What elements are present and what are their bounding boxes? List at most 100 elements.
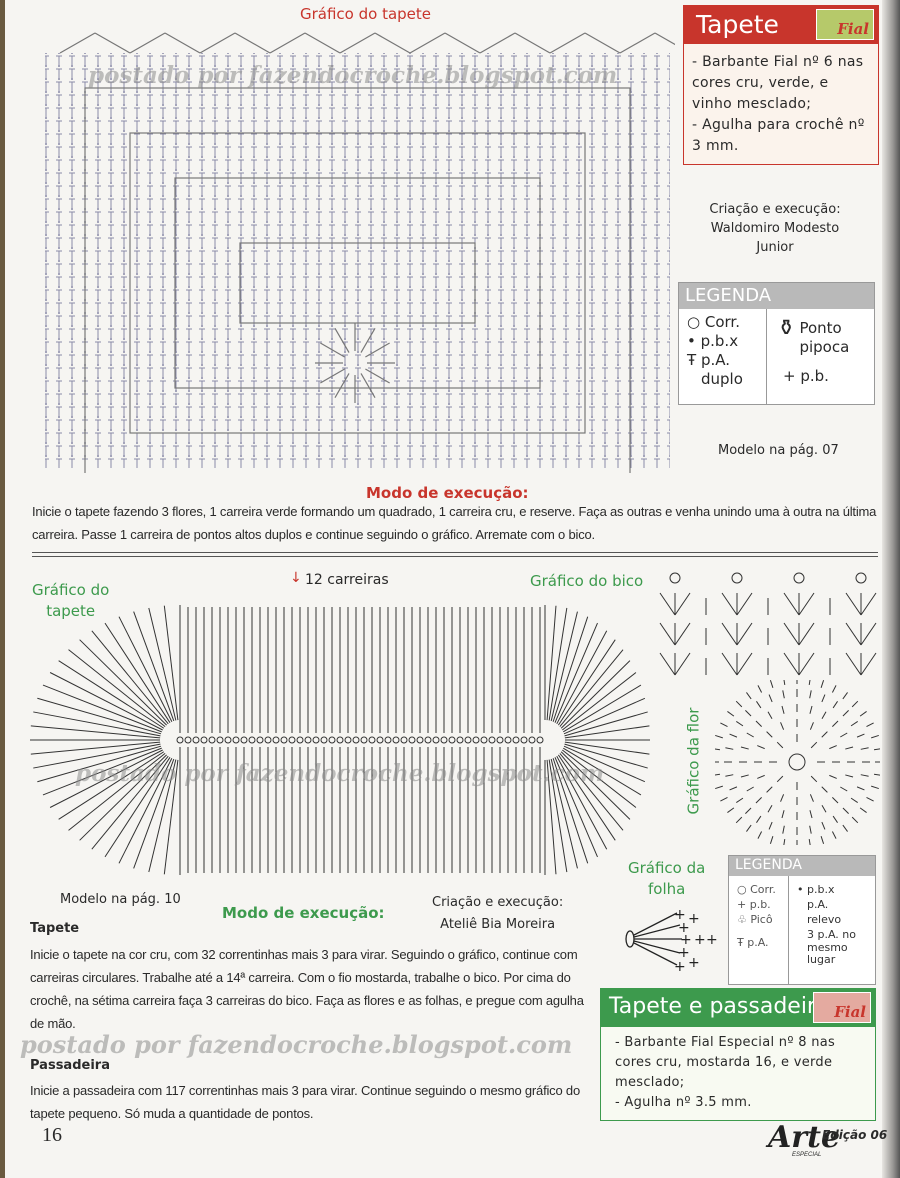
stitch-mark [780, 794, 785, 802]
stitch-mark [860, 652, 877, 676]
chain-mark [328, 736, 336, 744]
legend-item-corr: ○ Corr. [687, 313, 766, 332]
section-divider [32, 552, 878, 557]
stitch-mark [829, 774, 837, 779]
chain-mark [200, 736, 208, 744]
title-line: Gráfico do [32, 581, 110, 599]
stitch-mark [767, 805, 773, 813]
svg-text:+: + [678, 920, 690, 936]
credit-line: Criação e execução: [432, 895, 564, 910]
flower-chart-title: Gráfico da flor [684, 707, 703, 815]
stitch-mark [33, 743, 161, 769]
stitch-mark [163, 759, 179, 875]
stitch-mark [725, 747, 734, 750]
edge-mark [59, 32, 96, 54]
double-crochet-icon: Ŧ [737, 936, 748, 949]
stitch-mark [842, 807, 849, 814]
legend-item-pbx: • p.b.x [687, 332, 766, 351]
materials-header: Tapete e passadeira Fial [601, 989, 875, 1027]
stitch-mark [860, 592, 877, 616]
picot-mark [793, 572, 805, 584]
stitch-mark [720, 722, 728, 728]
stitch-mark [118, 758, 173, 864]
stitch-mark [745, 807, 752, 814]
stitch-mark [37, 697, 162, 735]
flower-petal [320, 368, 345, 384]
top-chart-title: Gráfico do tapete [300, 5, 432, 23]
stitch-mark [729, 786, 738, 791]
stitch-mark [104, 757, 171, 858]
stitch-mark [557, 754, 616, 841]
edge-mark [374, 32, 411, 54]
watermark: postado por fazendocroche.blogspot.com [88, 62, 618, 89]
stitch-mark [42, 684, 162, 733]
stitch-mark [810, 741, 818, 749]
chain-mark [392, 736, 400, 744]
chain-mark [248, 736, 256, 744]
stitch-mark [560, 660, 631, 729]
stitch-mark [564, 741, 650, 755]
stitch-mark [781, 810, 785, 819]
stitch-mark [550, 758, 578, 869]
flower-petal [365, 342, 390, 358]
stitch-mark [776, 741, 784, 749]
stitch-mark [781, 705, 785, 714]
stitch-mark [769, 836, 774, 844]
stitch-mark [859, 711, 867, 717]
stitch-mark [546, 605, 557, 721]
materials-header: Tapete Fial [684, 6, 878, 44]
stitch-mark [845, 652, 862, 676]
chain-mark [504, 736, 512, 744]
edge-mark [94, 32, 131, 54]
stitch-mark [810, 775, 818, 783]
square-outline [239, 242, 476, 324]
stitch-mark [556, 630, 608, 725]
stitch-mark [808, 680, 811, 686]
chain-mark [344, 736, 352, 744]
credit-top: Criação e execução: Waldomiro Modesto Ju… [690, 200, 860, 257]
stitch-mark [562, 749, 637, 808]
stitch-mark [746, 786, 754, 792]
popcorn-icon: ⚱ [777, 316, 796, 341]
stitch-mark [79, 639, 167, 726]
edge-mark [339, 32, 376, 54]
stitch-mark [832, 815, 838, 823]
stitch-mark [563, 684, 642, 733]
stitch-mark [564, 711, 648, 737]
stitch-mark [563, 747, 642, 796]
flower-crochet-chart [715, 680, 880, 845]
stitch-mark [780, 722, 785, 730]
chain-mark [288, 736, 296, 744]
stitch-mark [756, 701, 762, 709]
stitch-mark [776, 775, 784, 783]
stitch-mark [562, 672, 637, 731]
chain-mark [456, 736, 464, 744]
chain-mark [488, 736, 496, 744]
model-page-top: Modelo na pág. 07 [718, 443, 839, 458]
materials-title: Tapete [696, 10, 779, 39]
watermark: postado por fazendocroche.blogspot.com [75, 760, 605, 787]
chain-mark [232, 736, 240, 744]
stitch-mark [842, 710, 849, 717]
fial-logo: Fial [813, 992, 871, 1023]
svg-text:+: + [688, 955, 700, 971]
stitch-mark [720, 796, 728, 802]
stitch-mark [757, 745, 765, 750]
stitch-mark [820, 836, 825, 844]
edge-crochet-chart [659, 572, 877, 676]
stitch-mark [851, 700, 859, 708]
legend-label: 3 p.A. no [807, 928, 857, 941]
stitch-mark [809, 794, 814, 802]
stitch-mark [49, 672, 163, 731]
material-line: - Barbante Fial nº 6 nas [692, 54, 864, 70]
edge-mark [269, 32, 306, 54]
stitch-mark [860, 747, 869, 750]
stitch-mark [736, 622, 753, 646]
stitch-mark [33, 711, 161, 737]
materials-box-top: Tapete Fial - Barbante Fial nº 6 nas core… [683, 5, 879, 165]
chain-mark [256, 736, 264, 744]
stitch-mark [845, 774, 854, 778]
stitch-mark [860, 774, 869, 777]
tapete-text: Inicie o tapete na cor cru, com 32 corre… [30, 947, 584, 1031]
chain-mark [208, 736, 216, 744]
